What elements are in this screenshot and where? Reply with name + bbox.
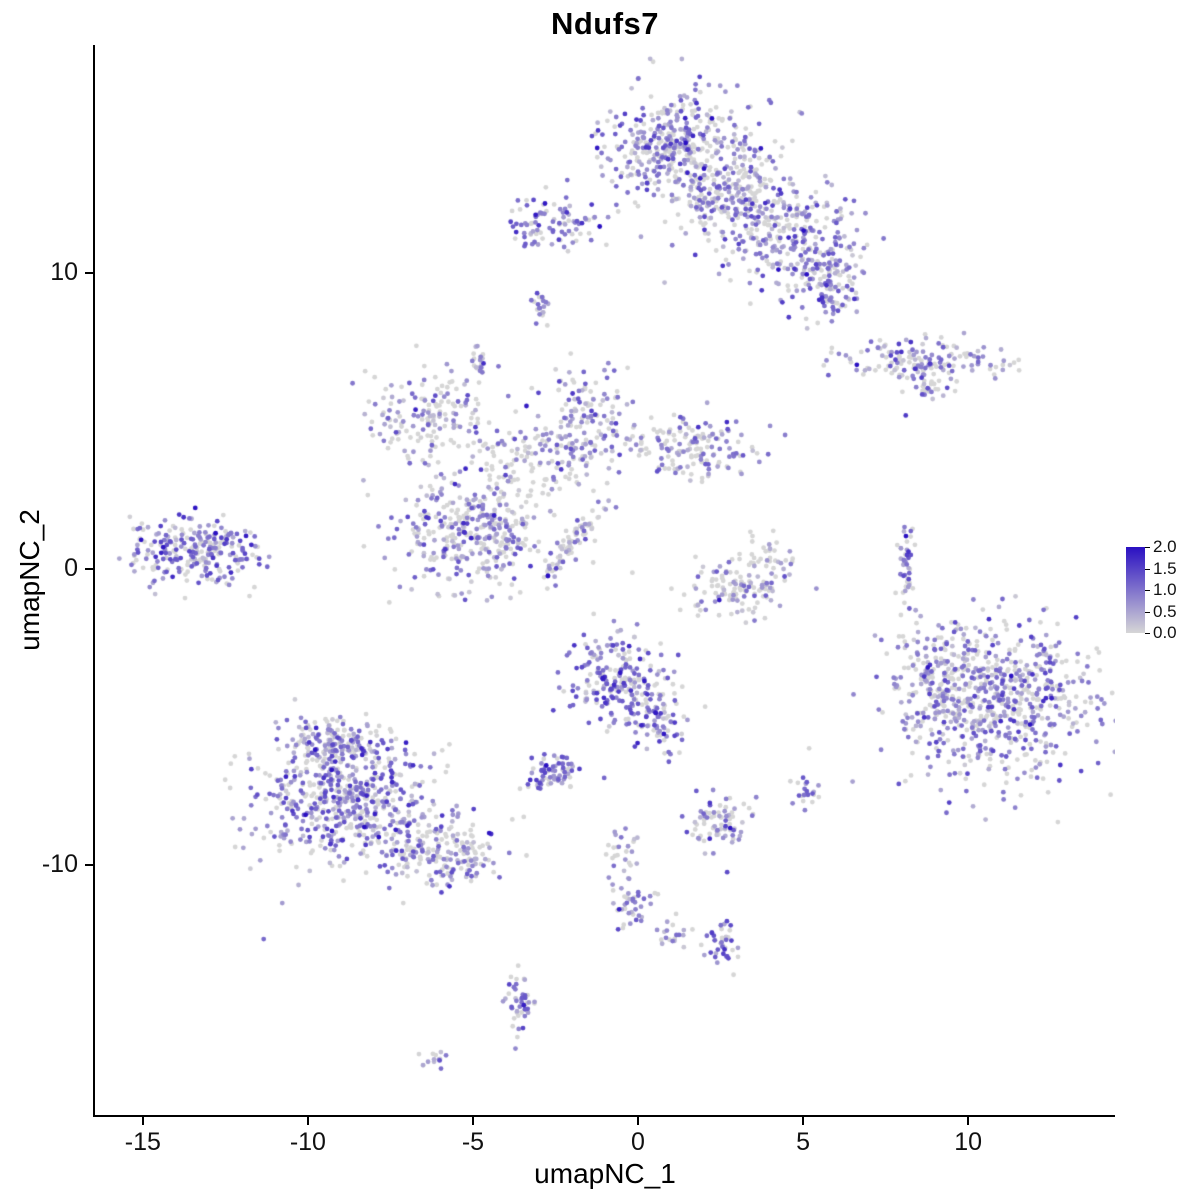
y-tick-label: -10 (41, 849, 78, 878)
x-tick-mark (637, 1117, 639, 1125)
scatter-points-canvas (95, 45, 1115, 1115)
x-tick-label: -10 (289, 1128, 326, 1156)
x-tick-label: -5 (461, 1128, 485, 1156)
plot-title: Ndufs7 (550, 6, 660, 41)
y-tick-mark (85, 271, 93, 274)
x-tick-label: -15 (124, 1128, 161, 1156)
legend-tick-mark (1145, 568, 1150, 570)
legend-tick-label: 0.0 (1153, 623, 1177, 642)
legend-tick-label: 0.5 (1153, 601, 1177, 621)
x-tick-mark (471, 1117, 474, 1125)
x-tick-label: 0 (631, 1128, 645, 1156)
x-tick-mark (306, 1117, 309, 1125)
x-axis-line (93, 1115, 1115, 1117)
legend-tick-label: 1.0 (1153, 580, 1177, 599)
y-tick-mark (85, 863, 93, 866)
x-tick-label: 10 (954, 1128, 982, 1156)
x-axis-label: umapNC_1 (534, 1158, 676, 1189)
y-tick-label: 10 (50, 257, 78, 286)
legend-tick-mark (1145, 611, 1150, 613)
legend-gradient-bar (1126, 547, 1145, 633)
y-tick-label: 0 (64, 553, 78, 582)
x-tick-mark (141, 1117, 144, 1125)
y-axis-line (93, 45, 95, 1117)
x-tick-mark (967, 1117, 970, 1125)
y-tick-mark (85, 567, 93, 570)
legend-tick-label: 1.5 (1153, 558, 1177, 578)
legend-tick-mark (1145, 590, 1150, 591)
y-axis-label: umapNC_2 (14, 509, 45, 651)
x-tick-label: 5 (796, 1128, 810, 1156)
x-tick-mark (802, 1117, 805, 1125)
legend-tick-label: 2.0 (1153, 537, 1177, 556)
legend-tick-mark (1145, 633, 1150, 634)
legend-tick-mark (1145, 547, 1150, 548)
